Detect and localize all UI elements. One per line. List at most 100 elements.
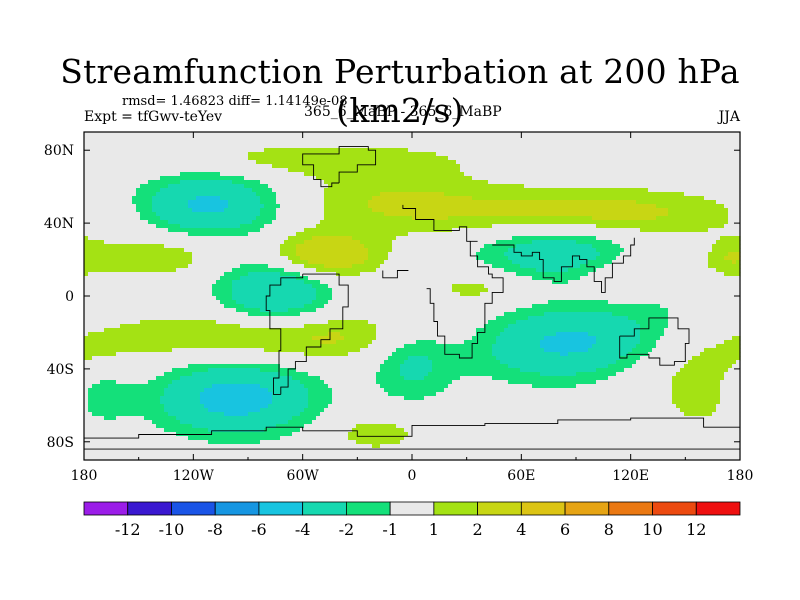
contour-cell	[324, 196, 373, 201]
contour-cell	[672, 392, 721, 397]
contour-cell	[304, 384, 329, 389]
contour-cell	[152, 200, 189, 205]
contour-cell	[368, 252, 389, 257]
contour-cell	[280, 436, 349, 441]
contour-cell	[320, 280, 553, 285]
contour-cell	[84, 256, 193, 261]
contour-cell	[640, 324, 669, 329]
contour-cell	[212, 284, 233, 289]
contour-cell	[84, 320, 141, 325]
contour-cell	[324, 264, 353, 269]
contour-cell	[672, 400, 721, 405]
contour-cell	[192, 256, 289, 261]
contour-cell	[268, 388, 309, 393]
contour-cell	[180, 172, 221, 177]
contour-cell	[424, 376, 461, 381]
contour-cell	[84, 440, 209, 445]
contour-cell	[364, 260, 385, 265]
contour-cell	[544, 336, 597, 341]
contour-cell	[376, 372, 401, 377]
comparison-label: 365_6_MaBP - 365_6_MaBP	[304, 104, 502, 120]
contour-cell	[316, 416, 741, 421]
contour-cell	[484, 260, 513, 265]
contour-cell	[176, 268, 233, 273]
contour-cell	[360, 348, 397, 353]
contour-cell	[368, 320, 489, 325]
contour-cell	[84, 236, 89, 241]
contour-cell	[588, 272, 725, 277]
contour-cell	[308, 404, 329, 409]
contour-cell	[84, 216, 141, 221]
contour-cell	[88, 388, 165, 393]
contour-cell	[104, 328, 377, 333]
contour-cell	[496, 336, 545, 341]
contour-cell	[380, 364, 401, 369]
contour-cell	[208, 440, 261, 445]
contour-cell	[296, 244, 365, 249]
contour-cell	[84, 324, 121, 329]
contour-cell	[516, 272, 589, 277]
contour-cell	[84, 344, 369, 349]
contour-cell	[400, 372, 429, 377]
contour-cell	[84, 196, 133, 201]
contour-cell	[368, 256, 389, 261]
contour-cell	[688, 360, 737, 365]
contour-cell	[84, 404, 89, 409]
contour-cell	[608, 300, 741, 305]
colorbar-label: 12	[686, 520, 706, 539]
contour-cell	[376, 332, 477, 337]
contour-cell	[324, 180, 489, 185]
contour-cell	[312, 420, 741, 425]
contour-cell	[248, 152, 437, 157]
contour-cell	[172, 348, 265, 353]
contour-cell	[444, 192, 685, 197]
contour-cell	[532, 304, 661, 309]
contour-cell	[84, 268, 177, 273]
contour-cell	[372, 196, 473, 201]
contour-cell	[532, 384, 577, 389]
contour-cell	[160, 216, 257, 221]
contour-cell	[84, 200, 133, 205]
contour-cell	[256, 160, 457, 165]
contour-cell	[620, 252, 709, 257]
contour-cell	[152, 196, 197, 201]
contour-cell	[84, 432, 177, 437]
contour-cell	[84, 156, 249, 161]
contour-cell	[216, 296, 233, 301]
contour-cell	[260, 384, 305, 389]
coastline-segment	[280, 273, 349, 395]
contour-cell	[380, 264, 493, 269]
contour-cell	[168, 412, 225, 417]
contour-cell	[228, 200, 261, 205]
contour-cell	[656, 344, 717, 349]
contour-cell	[280, 272, 301, 277]
contour-cell	[84, 276, 221, 281]
contour-cell	[324, 188, 649, 193]
contour-cell	[92, 384, 169, 389]
contour-cell	[260, 440, 357, 445]
contour-cell	[84, 288, 213, 293]
contour-cell	[324, 212, 385, 217]
contour-cell	[480, 248, 509, 253]
contour-cell	[448, 216, 593, 221]
contour-cell	[164, 372, 193, 377]
contour-cell	[280, 204, 325, 209]
contour-cell	[308, 372, 377, 377]
contour-cell	[728, 216, 741, 221]
colorbar-label: -4	[295, 520, 311, 539]
contour-cell	[88, 236, 289, 241]
contour-cell	[232, 296, 317, 301]
contour-cell	[288, 308, 317, 313]
contour-cell	[720, 396, 741, 401]
contour-cell	[84, 148, 265, 153]
contour-cell	[156, 224, 181, 229]
contour-cell	[720, 236, 741, 241]
contour-cell	[404, 428, 741, 433]
contour-cell	[596, 336, 641, 341]
contour-cell	[616, 360, 637, 365]
contour-cell	[188, 204, 229, 209]
contour-cell	[732, 260, 737, 265]
contour-cell	[248, 272, 281, 277]
contour-cell	[232, 268, 285, 273]
